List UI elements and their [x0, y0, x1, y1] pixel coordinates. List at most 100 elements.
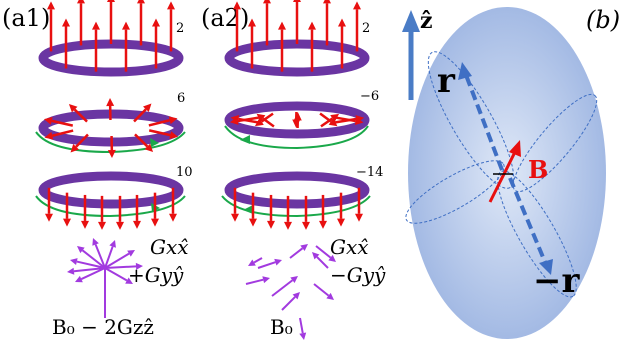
bias-a1: B₀ − 2Gzẑ	[52, 315, 154, 339]
flow-a2-3-head	[243, 205, 253, 214]
up-arrow	[167, 1, 175, 52]
bias-a2: B₀	[270, 315, 293, 339]
ring-a2-1-band	[224, 39, 370, 77]
field-arrow	[104, 250, 135, 269]
down-arrow	[81, 194, 89, 229]
up-arrow	[323, 0, 331, 46]
down-arrow	[337, 192, 345, 227]
up-arrow	[353, 1, 361, 52]
up-arrow	[233, 1, 241, 52]
field-arrow	[77, 246, 106, 269]
up-arrow	[338, 18, 346, 69]
field-arrow	[315, 245, 336, 262]
r-arrow-up-head	[458, 62, 472, 80]
up-arrow	[293, 0, 301, 44]
panel-b-label: (b)	[586, 6, 620, 34]
radial-arrow	[148, 116, 178, 127]
flow-a2-2-head	[240, 135, 250, 144]
field-arrow	[312, 252, 329, 269]
down-arrow	[302, 195, 310, 230]
b-field-head	[509, 140, 521, 157]
panel-b: ẑ (b) B r −r	[402, 6, 620, 339]
up-arrow	[152, 18, 160, 69]
up-arrow	[278, 21, 286, 72]
field-arrow	[92, 238, 106, 269]
up-arrow	[122, 21, 130, 72]
radial-arrow	[107, 135, 116, 158]
radial-arrow	[133, 103, 152, 123]
field-arrow	[104, 240, 116, 269]
ring-a2-2-arrows	[229, 111, 365, 129]
ring-a2-2-label: −6	[360, 89, 379, 104]
down-arrow	[45, 187, 53, 222]
field-a1-line1: Gxx̂	[150, 235, 189, 259]
field-arrow	[67, 267, 106, 275]
field-arrow	[299, 317, 307, 340]
field-arrow	[70, 258, 106, 269]
ring-a1-3: 10	[35, 165, 193, 230]
panel-a2-label: (a2)	[201, 4, 249, 32]
field-a1-line2: +Gyŷ	[128, 263, 184, 287]
r-arrow-down-head	[539, 259, 553, 275]
radial-arrow	[148, 129, 179, 140]
radial-arrow	[254, 112, 274, 127]
field-a2-line2: −Gyŷ	[330, 263, 386, 287]
field-arrow	[281, 292, 300, 311]
panel-a1: (a1) 2 6 10 Gxx̂ +Gyŷ B₀ − 2Gzẑ	[2, 0, 193, 339]
field-arrow	[104, 267, 133, 284]
panel-a2: (a2) 2 −6 −14 Gxx̂ −Gyŷ B₀	[201, 0, 386, 340]
ring-a2-1: 2	[224, 0, 370, 77]
field-arrow	[245, 276, 270, 285]
down-arrow	[231, 187, 239, 222]
lobe-upper-left	[427, 51, 515, 189]
down-arrow	[133, 194, 141, 229]
ring-a1-3-band	[38, 171, 184, 209]
panel-a1-label: (a1)	[2, 4, 50, 32]
down-arrow	[284, 195, 292, 230]
up-arrow	[308, 21, 316, 72]
ring-a2-3-band	[224, 171, 370, 209]
r-arrow-down	[508, 177, 547, 263]
b-field-label: B	[528, 155, 548, 184]
ring-a2-1-arrows	[233, 0, 361, 72]
ring-a1-1-label: 2	[176, 21, 184, 36]
field-grid-a2	[245, 244, 336, 340]
r-arrow-up	[464, 74, 504, 171]
ring-a1-3-label: 10	[176, 165, 193, 180]
field-arrow	[313, 283, 334, 300]
field-star-a1	[67, 238, 143, 318]
ring-a2-2-band	[224, 101, 370, 139]
up-arrow	[137, 0, 145, 46]
ring-a1-1-band	[38, 39, 184, 77]
up-arrow	[263, 0, 271, 46]
lobe-upper-right	[512, 93, 598, 193]
radial-arrow	[292, 111, 301, 128]
ring-a1-2-arrows	[43, 98, 179, 158]
ring-a2-1-label: 2	[362, 21, 370, 36]
up-arrow	[77, 0, 85, 46]
field-arrow	[289, 244, 308, 259]
b-field-line	[488, 149, 518, 203]
down-arrow	[169, 187, 177, 222]
down-arrow	[267, 194, 275, 229]
field-arrow	[271, 276, 298, 297]
ring-a2-3: −14	[221, 165, 383, 230]
radial-arrow	[43, 116, 74, 127]
radial-arrow	[68, 103, 88, 123]
radial-arrow	[134, 133, 154, 153]
ring-a1-2-label: 6	[177, 91, 185, 106]
field-arrow	[248, 257, 263, 266]
radial-arrow	[319, 112, 338, 127]
radial-arrow	[229, 116, 259, 125]
down-arrow	[355, 187, 363, 222]
ring-a1-2: 6	[35, 91, 186, 158]
up-arrow	[92, 21, 100, 72]
ring-a1-1: 2	[38, 0, 184, 77]
up-arrow	[107, 0, 115, 44]
lobe-lower-left	[405, 160, 505, 224]
up-arrow	[47, 1, 55, 52]
down-arrow	[249, 192, 257, 227]
flow-a2-2-line	[224, 125, 369, 150]
field-arrow	[104, 262, 143, 270]
